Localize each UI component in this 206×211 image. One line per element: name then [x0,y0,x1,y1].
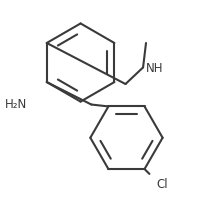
Text: NH: NH [145,62,163,75]
Text: Cl: Cl [157,177,168,191]
Text: H₂N: H₂N [5,98,27,111]
